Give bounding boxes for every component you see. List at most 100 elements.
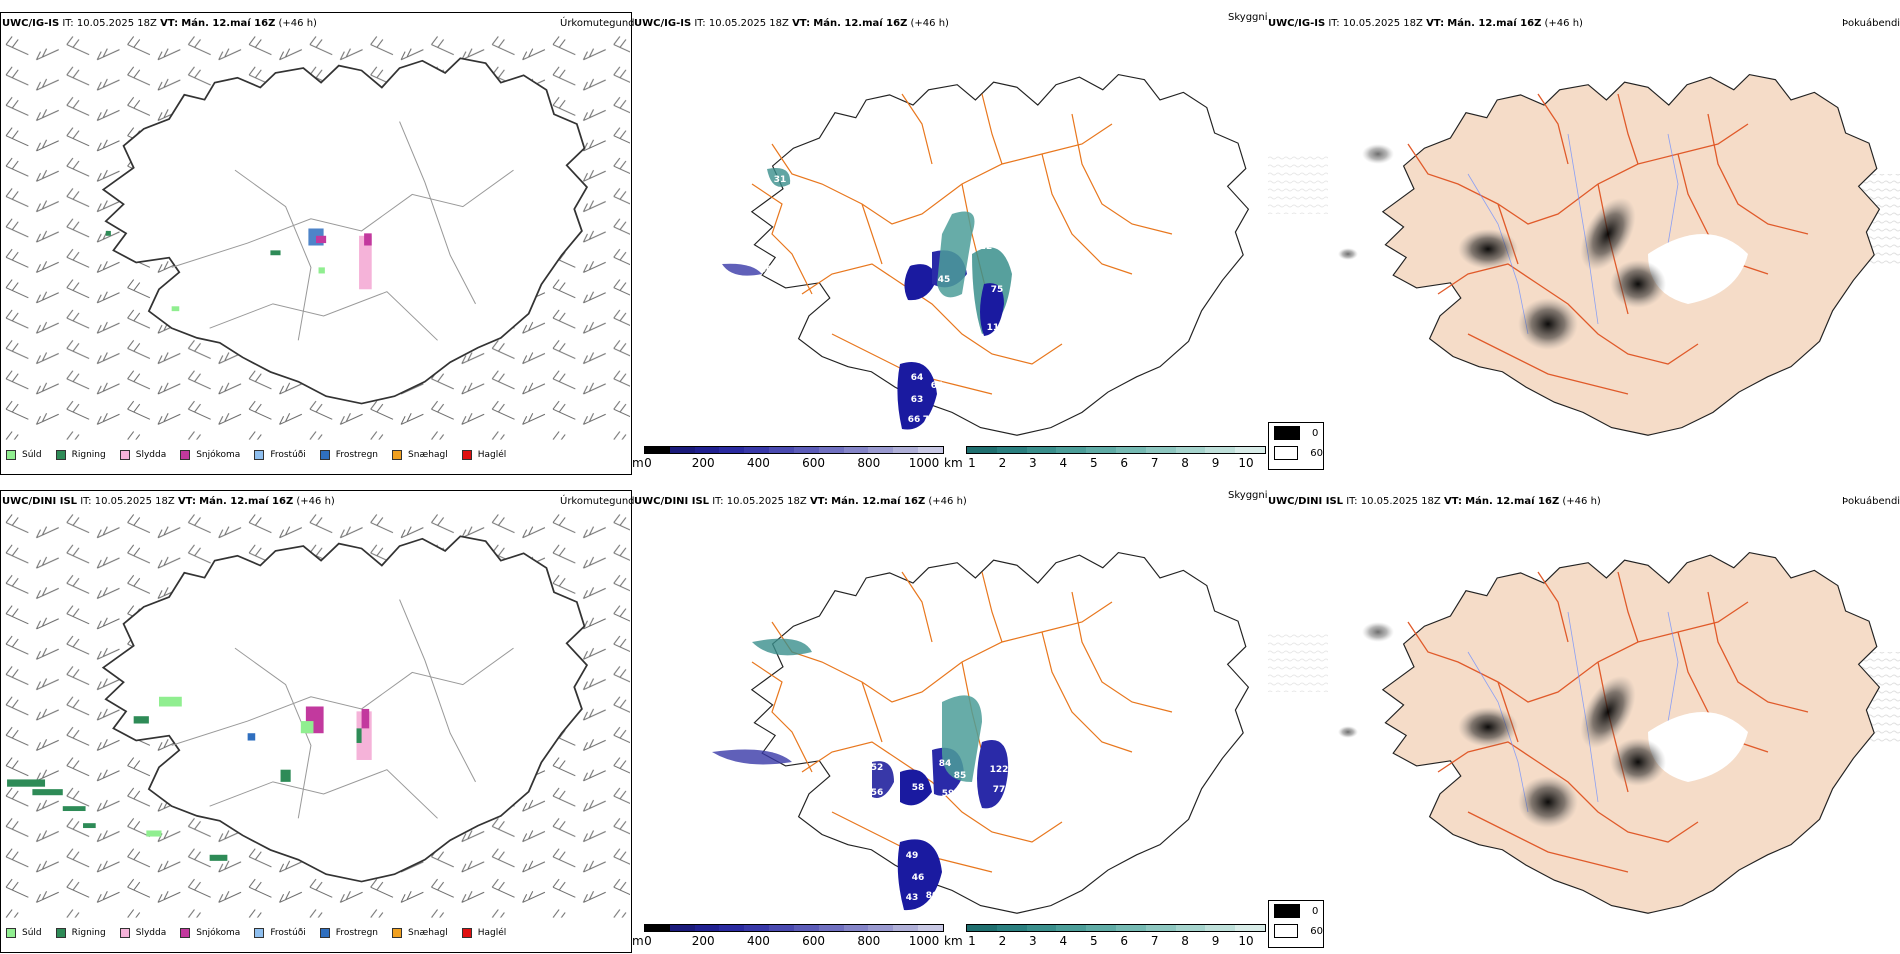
colorbar-tick-label: 200 [691, 934, 715, 948]
valid-time-value: Mán. 12.maí 16Z [181, 18, 276, 29]
colorbar-tick-label: 2 [998, 934, 1007, 948]
model-name: UWC/IG-IS [2, 18, 60, 29]
colorbar-gradient [644, 446, 944, 454]
legend-swatch [254, 450, 265, 460]
precip-legend-item: Snjókoma [180, 450, 240, 460]
precip-legend-item: Frostregn [319, 450, 379, 460]
colorbar-tick-label: 6 [1120, 934, 1129, 948]
visibility-value-label: 66 [906, 310, 919, 320]
panel-title: Þokuábendi [1842, 18, 1900, 29]
precip-legend-item: Snæhagl [392, 450, 448, 460]
visibility-value-label: 40 [760, 265, 773, 275]
panel-title: Þokuábendi [1842, 496, 1900, 507]
init-time-label: IT: [694, 18, 706, 29]
colorbar-tick-label: 7 [1150, 934, 1159, 948]
colorbar-tick-label: 0 [644, 934, 652, 948]
valid-time-label: VT: [1426, 18, 1445, 29]
colorbar-tick-label: 1000 [908, 934, 940, 948]
panel-header: UWC/DINI ISL IT: 10.05.2025 18Z VT: Mán.… [1268, 496, 1601, 508]
colorbar-tick-label: 400 [746, 456, 770, 470]
fog-legend-value: 60 [1310, 925, 1323, 937]
visibility-value-label: 64 [931, 381, 944, 391]
colorbar-gradient [966, 446, 1266, 454]
panel-header: UWC/DINI ISL IT: 10.05.2025 18Z VT: Mán.… [634, 496, 967, 508]
colorbar-tick-label: 8 [1181, 934, 1189, 948]
colorbar-tick-label: 600 [802, 456, 826, 470]
legend-swatch [461, 450, 472, 460]
legend-label: Slydda [135, 450, 167, 460]
precip-type-panel: UWC/IG-IS IT: 10.05.2025 18Z VT: Mán. 12… [0, 10, 635, 475]
visibility-value-label: 85 [954, 771, 967, 781]
precip-map [2, 34, 630, 440]
model-name: UWC/IG-IS [634, 18, 692, 29]
panel-header: UWC/IG-IS IT: 10.05.2025 18Z VT: Mán. 12… [634, 18, 949, 30]
precip-map [2, 512, 630, 918]
visibility-value-label: 57 [913, 301, 926, 311]
fog-legend-value: 0 [1312, 905, 1319, 917]
legend-label: Frostúði [270, 928, 306, 938]
fog-legend-row: 60 [1269, 921, 1323, 941]
fog-indicator-panel: UWC/DINI ISL IT: 10.05.2025 18Z VT: Mán.… [1268, 488, 1900, 953]
precip-legend-item: Slydda [119, 928, 166, 938]
model-name: UWC/DINI ISL [634, 496, 710, 507]
fog-legend-swatch [1274, 446, 1299, 460]
panel-header: UWC/DINI ISL IT: 10.05.2025 18Z VT: Mán.… [2, 496, 335, 508]
fog-map [1268, 551, 1900, 914]
init-time-value: 10.05.2025 18Z [94, 496, 175, 507]
visibility-value-label: 31 [774, 175, 787, 185]
legend-swatch [180, 928, 191, 938]
lead-time: (+46 h) [928, 496, 967, 507]
legend-swatch [461, 928, 472, 938]
valid-time-value: Mán. 12.maí 16Z [1447, 18, 1542, 29]
legend-swatch [6, 450, 16, 460]
fog-legend-row: 60 [1269, 443, 1323, 463]
colorbar-ticks: 0 200 400 600 800 1000 [632, 456, 942, 472]
model-name: UWC/IG-IS [1268, 18, 1326, 29]
colorbar-ticks: 1 2 3 4 5 6 7 8 9 10 [944, 456, 1264, 472]
valid-time-value: Mán. 12.maí 16Z [1465, 496, 1560, 507]
init-time-value: 10.05.2025 18Z [708, 18, 789, 29]
visibility-value-label: 43 [906, 893, 919, 903]
legend-swatch [319, 928, 330, 938]
legend-label: Frostúði [270, 450, 306, 460]
colorbar-tick-label: 4 [1059, 456, 1068, 470]
colorbar-unit: km [944, 934, 963, 948]
valid-time-label: VT: [177, 496, 196, 507]
colorbar-tick-label: 3 [1029, 934, 1037, 948]
fog-legend-row: 0 [1269, 423, 1323, 443]
legend-label: Snæhagl [408, 928, 448, 938]
legend-swatch [55, 450, 66, 460]
precip-legend-item: Frostúði [254, 450, 306, 460]
colorbar-meters: m 0 200 400 600 800 1000 [632, 446, 944, 476]
colorbar-tick-label: 6 [1120, 456, 1129, 470]
visibility-value-label: 75 [991, 285, 1004, 295]
init-time-value: 10.05.2025 18Z [1360, 496, 1441, 507]
panel-title: Skyggni [1228, 490, 1268, 501]
visibility-value-label: 56 [871, 788, 884, 798]
lead-time: (+46 h) [910, 18, 949, 29]
visibility-value-label: 45 [938, 275, 951, 285]
fog-legend-row: 0 [1269, 901, 1323, 921]
valid-time-label: VT: [1443, 496, 1462, 507]
visibility-value-label: 84 [939, 759, 952, 769]
visibility-value-label: 66 [908, 415, 921, 425]
colorbar-tick-label: 5 [1089, 456, 1098, 470]
model-name: UWC/DINI ISL [2, 496, 78, 507]
visibility-value-label: 58 [912, 783, 925, 793]
init-time-value: 10.05.2025 18Z [1342, 18, 1423, 29]
legend-label: Frostregn [335, 450, 379, 460]
fog-legend: 0 60 [1268, 900, 1324, 948]
colorbar-tick-label: 200 [691, 456, 715, 470]
legend-label: Snæhagl [408, 450, 448, 460]
colorbar-km: km 1 2 3 4 5 6 7 8 9 10 [944, 924, 1266, 954]
map-frame [0, 12, 632, 475]
legend-swatch [319, 450, 330, 460]
valid-time-label: VT: [792, 18, 811, 29]
precip-legend-item: Slydda [119, 450, 167, 460]
colorbar-tick-label: 800 [857, 934, 881, 948]
legend-label: Rigning [71, 450, 106, 460]
colorbar-tick-label: 4 [1059, 934, 1068, 948]
panel-header: UWC/IG-IS IT: 10.05.2025 18Z VT: Mán. 12… [2, 18, 317, 30]
